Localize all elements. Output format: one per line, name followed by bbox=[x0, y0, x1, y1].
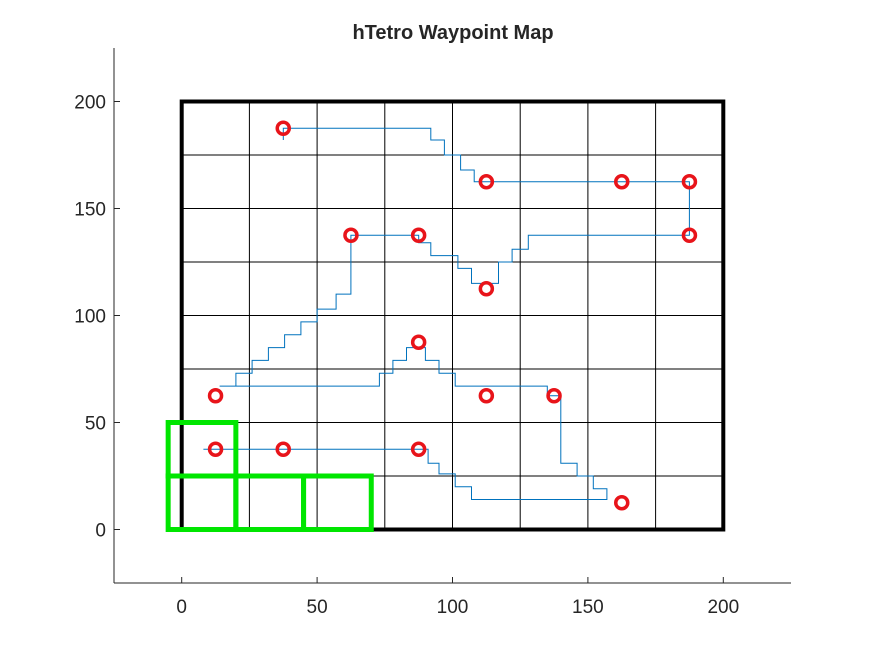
x-tick-label: 150 bbox=[572, 597, 604, 618]
waypoint-marker bbox=[207, 388, 224, 404]
y-tick-label: 100 bbox=[74, 307, 106, 328]
waypoint-marker bbox=[410, 441, 427, 457]
waypoint-marker bbox=[275, 120, 291, 136]
y-tick-label: 150 bbox=[74, 200, 106, 221]
waypoint-marker bbox=[614, 174, 630, 190]
x-tick-label: 200 bbox=[707, 597, 739, 618]
waypoint-marker bbox=[614, 495, 630, 511]
map-border bbox=[179, 99, 726, 532]
path-layer bbox=[203, 127, 690, 500]
waypoint-path bbox=[203, 127, 690, 500]
robot-block bbox=[301, 473, 374, 532]
x-tick-label: 50 bbox=[307, 597, 328, 618]
waypoint-marker bbox=[681, 227, 698, 243]
chart-title: hTetro Waypoint Map bbox=[352, 22, 553, 44]
x-tick-label: 0 bbox=[176, 597, 187, 618]
waypoint-marker bbox=[275, 441, 291, 457]
waypoint-marker bbox=[478, 388, 495, 404]
waypoint-marker bbox=[478, 281, 495, 297]
y-tick-label: 50 bbox=[85, 414, 106, 435]
waypoint-marker bbox=[207, 441, 224, 457]
waypoint-marker bbox=[681, 174, 698, 190]
shapes-layer bbox=[165, 420, 374, 532]
waypoint-marker bbox=[343, 227, 359, 243]
y-tick-label: 0 bbox=[95, 521, 106, 542]
waypoint-marker bbox=[478, 174, 495, 190]
waypoint-marker bbox=[410, 227, 427, 243]
y-tick-label: 200 bbox=[74, 93, 106, 114]
x-tick-label: 100 bbox=[437, 597, 469, 618]
waypoints-layer bbox=[207, 120, 698, 511]
axes-layer: 0 50 100 150 200 0 50 100 150 200 bbox=[74, 48, 791, 618]
waypoint-marker bbox=[410, 334, 427, 350]
waypoint-marker bbox=[546, 388, 562, 404]
